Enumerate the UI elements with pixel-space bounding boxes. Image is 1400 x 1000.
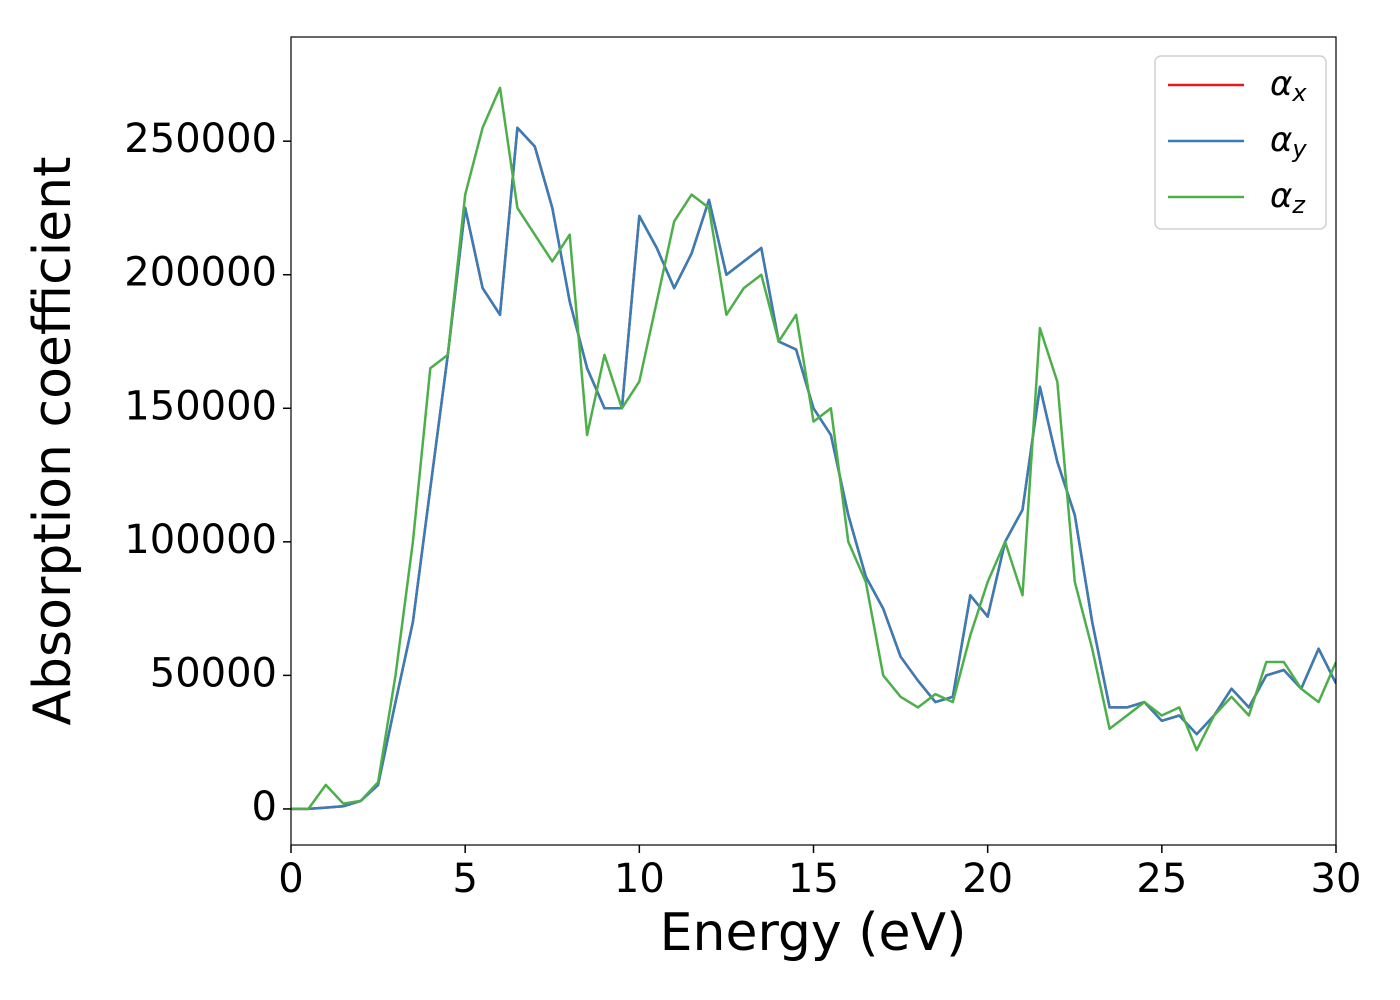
series-line	[291, 126, 1336, 811]
x-tick-label: 25	[1136, 856, 1187, 902]
y-tick-label: 50000	[150, 650, 277, 696]
legend-label: αz	[1270, 176, 1306, 220]
x-tick-label: 20	[962, 856, 1013, 902]
legend-label: αx	[1270, 64, 1307, 108]
x-tick-label: 30	[1311, 856, 1362, 902]
x-tick-label: 0	[278, 856, 303, 902]
x-tick-label: 10	[614, 856, 665, 902]
x-axis-label: Energy (eV)	[660, 903, 967, 963]
y-tick-label: 150000	[124, 383, 277, 429]
y-tick-label: 0	[252, 784, 277, 830]
y-tick-label: 200000	[124, 250, 277, 296]
legend-label: αy	[1270, 120, 1307, 164]
plot-lines	[291, 86, 1336, 811]
y-axis-label: Absorption coefficient	[23, 156, 83, 725]
series-line	[291, 86, 1336, 811]
y-tick-label: 250000	[124, 116, 277, 162]
plot-frame	[290, 36, 1337, 846]
legend-box	[1154, 55, 1327, 230]
x-tick-label: 15	[788, 856, 839, 902]
x-tick-label: 5	[452, 856, 477, 902]
y-tick-label: 100000	[124, 517, 277, 563]
